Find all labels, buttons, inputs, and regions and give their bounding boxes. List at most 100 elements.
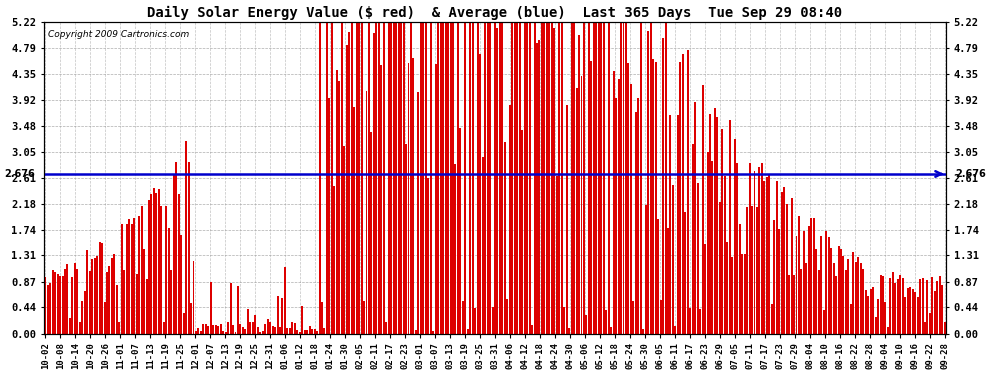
Bar	[811, 217, 813, 333]
Bar	[781, 192, 783, 333]
Bar	[249, 322, 251, 333]
Bar	[859, 263, 861, 333]
Bar	[200, 331, 202, 333]
Bar	[449, 22, 451, 333]
Bar	[590, 62, 592, 333]
Bar	[724, 176, 726, 333]
Bar	[907, 288, 909, 333]
Bar	[175, 162, 177, 333]
Bar	[786, 204, 788, 333]
Bar	[445, 22, 446, 333]
Bar	[816, 249, 818, 333]
Bar	[768, 176, 770, 333]
Bar	[126, 224, 128, 333]
Bar	[684, 212, 686, 333]
Bar	[61, 276, 63, 333]
Bar	[227, 322, 229, 333]
Bar	[593, 22, 595, 333]
Bar	[924, 322, 926, 333]
Bar	[630, 84, 632, 333]
Bar	[842, 256, 844, 333]
Bar	[575, 87, 577, 333]
Bar	[415, 330, 417, 333]
Bar	[840, 249, 842, 333]
Bar	[492, 307, 494, 333]
Bar	[225, 332, 227, 333]
Bar	[172, 174, 174, 333]
Bar	[833, 263, 835, 333]
Bar	[722, 129, 724, 333]
Bar	[79, 322, 81, 333]
Bar	[657, 219, 659, 333]
Bar	[813, 217, 815, 333]
Bar	[353, 107, 355, 333]
Bar	[109, 266, 111, 333]
Bar	[884, 302, 886, 333]
Bar	[541, 22, 543, 333]
Bar	[423, 22, 425, 333]
Bar	[504, 142, 506, 333]
Bar	[408, 63, 410, 333]
Bar	[753, 171, 755, 333]
Bar	[141, 206, 143, 333]
Bar	[296, 330, 298, 333]
Bar	[521, 130, 523, 333]
Bar	[831, 248, 832, 333]
Bar	[852, 252, 854, 333]
Bar	[560, 22, 562, 333]
Bar	[689, 308, 691, 333]
Bar	[467, 329, 469, 333]
Bar	[605, 310, 607, 333]
Bar	[835, 276, 837, 333]
Bar	[344, 146, 346, 333]
Bar	[286, 328, 288, 333]
Bar	[702, 85, 704, 333]
Bar	[167, 228, 169, 333]
Bar	[378, 22, 380, 333]
Bar	[324, 328, 326, 333]
Bar	[299, 332, 301, 333]
Bar	[454, 164, 456, 333]
Bar	[94, 258, 96, 333]
Bar	[45, 277, 47, 333]
Bar	[390, 22, 392, 333]
Bar	[400, 22, 402, 333]
Bar	[319, 22, 321, 333]
Bar	[573, 22, 575, 333]
Bar	[334, 186, 336, 333]
Bar	[854, 262, 856, 333]
Bar	[341, 22, 343, 333]
Bar	[91, 259, 93, 333]
Bar	[279, 327, 281, 333]
Bar	[284, 267, 286, 333]
Bar	[943, 322, 945, 333]
Bar	[874, 317, 876, 333]
Bar	[487, 22, 489, 333]
Bar	[134, 218, 136, 333]
Bar	[212, 325, 214, 333]
Bar	[148, 200, 150, 333]
Bar	[613, 70, 615, 333]
Bar	[477, 22, 479, 333]
Bar	[358, 22, 360, 333]
Bar	[756, 207, 758, 333]
Bar	[433, 331, 435, 333]
Bar	[121, 224, 123, 333]
Bar	[393, 22, 395, 333]
Bar	[511, 22, 513, 333]
Bar	[600, 22, 602, 333]
Bar	[410, 22, 412, 333]
Bar	[370, 132, 372, 333]
Bar	[734, 139, 736, 333]
Bar	[187, 162, 189, 333]
Bar	[220, 324, 222, 333]
Bar	[47, 285, 49, 333]
Bar	[662, 38, 664, 333]
Bar	[524, 22, 526, 333]
Bar	[929, 313, 931, 333]
Bar	[544, 22, 545, 333]
Bar	[182, 313, 184, 333]
Bar	[796, 236, 798, 333]
Bar	[847, 259, 849, 333]
Bar	[144, 249, 146, 333]
